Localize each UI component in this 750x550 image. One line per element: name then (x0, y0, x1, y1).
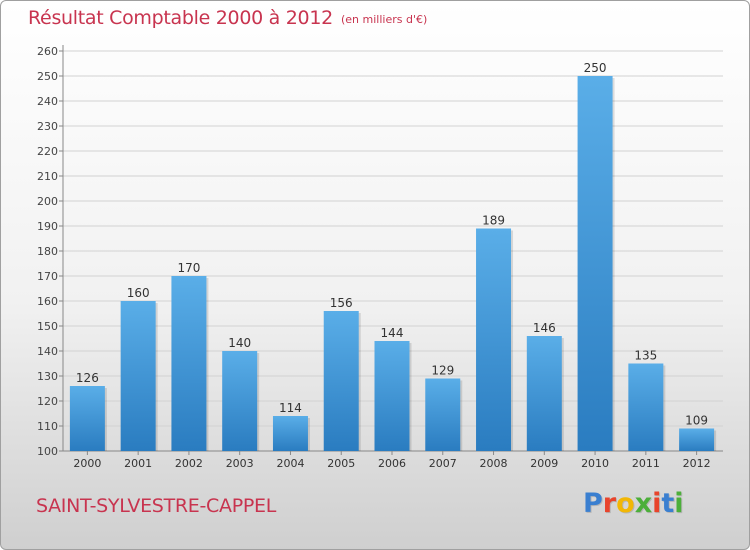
bar (577, 76, 613, 451)
y-tick-label: 250 (37, 70, 58, 83)
bar (425, 378, 461, 451)
data-label: 189 (482, 214, 505, 228)
logo-letter: P (583, 488, 603, 519)
data-label: 144 (381, 326, 404, 340)
bar (222, 351, 258, 451)
data-label: 109 (685, 414, 708, 428)
bar (323, 311, 359, 451)
data-labels: 126 160 170 140 114 156 144 129 189 146 250 135 109 (76, 61, 708, 428)
x-tick-label: 2010 (581, 457, 609, 470)
x-tick-label: 2005 (327, 457, 355, 470)
bar (120, 301, 156, 451)
bar (374, 341, 410, 451)
y-tick-label: 200 (37, 195, 58, 208)
data-label: 140 (228, 336, 251, 350)
y-tick-label: 230 (37, 120, 58, 133)
axes: 100 110 120 130 140 150 160 170 180 190 200 210 220 2… (37, 45, 723, 470)
data-label: 129 (431, 364, 454, 378)
chart-title: Résultat Comptable 2000 à 2012 (28, 7, 333, 29)
bar (171, 276, 207, 451)
y-tick-label: 210 (37, 170, 58, 183)
y-tick-label: 180 (37, 245, 58, 258)
data-label: 160 (127, 286, 150, 300)
y-tick-label: 120 (37, 395, 58, 408)
y-tick-label: 220 (37, 145, 58, 158)
y-tick-label: 240 (37, 95, 58, 108)
y-tick-label: 130 (37, 370, 58, 383)
bar (272, 416, 308, 451)
bar (526, 336, 562, 451)
x-tick-label: 2009 (530, 457, 558, 470)
bars (69, 76, 717, 451)
bar (628, 363, 664, 451)
x-tick-label: 2004 (276, 457, 304, 470)
commune-name: SAINT-SYLVESTRE-CAPPEL (36, 495, 277, 517)
logo-letter: o (616, 488, 635, 519)
data-label: 126 (76, 371, 99, 385)
logo-letter: x (634, 488, 653, 519)
x-tick-label: 2007 (429, 457, 457, 470)
x-tick-label: 2003 (226, 457, 254, 470)
bar (69, 386, 105, 451)
data-label: 156 (330, 296, 353, 310)
logo-letter: i (652, 488, 662, 519)
data-label: 135 (634, 349, 657, 363)
bar (476, 228, 512, 451)
x-tick-label: 2006 (378, 457, 406, 470)
x-tick-label: 2012 (683, 457, 711, 470)
x-tick-label: 2011 (632, 457, 660, 470)
y-tick-label: 190 (37, 220, 58, 233)
y-tick-label: 150 (37, 320, 58, 333)
data-label: 170 (177, 261, 200, 275)
chart-subtitle: (en milliers d'€) (341, 13, 428, 26)
proxiti-logo: Proxiti (583, 488, 684, 519)
logo-letter: i (674, 488, 684, 519)
y-tick-label: 160 (37, 295, 58, 308)
grid-lines (63, 50, 723, 452)
y-tick-label: 140 (37, 345, 58, 358)
x-tick-label: 2000 (73, 457, 101, 470)
data-label: 146 (533, 321, 556, 335)
x-tick-label: 2001 (124, 457, 152, 470)
data-label: 250 (584, 61, 607, 75)
bar (679, 428, 715, 451)
data-label: 114 (279, 401, 302, 415)
logo-letter: r (602, 488, 617, 519)
logo-letter: t (661, 488, 675, 519)
y-tick-label: 260 (37, 45, 58, 58)
y-tick-label: 170 (37, 270, 58, 283)
y-tick-label: 110 (37, 420, 58, 433)
x-tick-label: 2008 (480, 457, 508, 470)
x-tick-label: 2002 (175, 457, 203, 470)
y-tick-label: 100 (37, 445, 58, 458)
